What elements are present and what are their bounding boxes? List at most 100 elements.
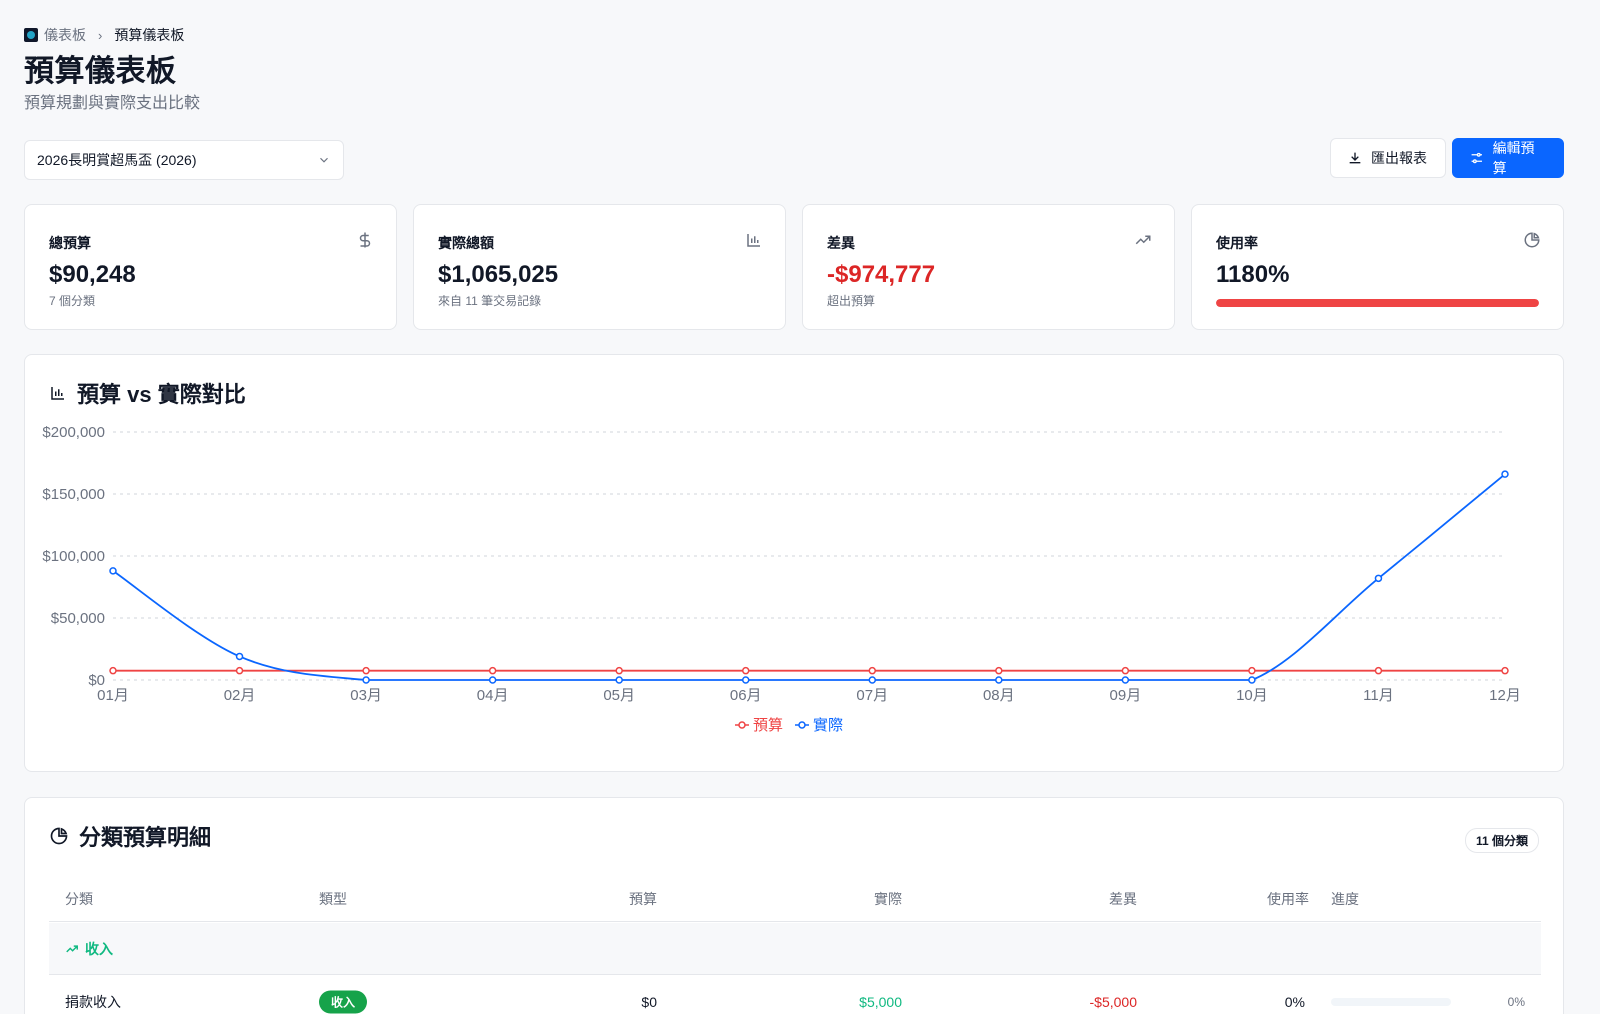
x-tick-label: 09月 xyxy=(1110,687,1142,704)
category-budget-table-card: 分類預算明細 11 個分類 分類 類型 預算 實際 差異 使用率 進度 收入 捐… xyxy=(24,797,1564,1014)
x-tick-label: 11月 xyxy=(1363,687,1394,704)
x-tick-label: 12月 xyxy=(1489,687,1521,704)
header-category[interactable]: 分類 xyxy=(65,890,93,907)
download-icon xyxy=(1349,152,1361,164)
stat-value: $90,248 xyxy=(49,261,136,288)
data-point xyxy=(995,676,1003,684)
type-badge: 收入 xyxy=(319,990,368,1014)
dollar-icon xyxy=(359,232,371,248)
app-logo-icon xyxy=(24,28,38,42)
data-point xyxy=(362,676,370,684)
table-header: 分類 類型 預算 實際 差異 使用率 進度 xyxy=(49,876,1541,922)
group-row-income: 收入 xyxy=(49,923,1541,975)
legend-label: 預算 xyxy=(753,716,783,734)
group-label: 收入 xyxy=(85,940,113,957)
data-point xyxy=(741,666,750,675)
data-point xyxy=(1248,676,1256,684)
x-tick-label: 02月 xyxy=(224,687,256,704)
data-point xyxy=(1121,676,1130,684)
event-select[interactable]: 2026長明賞超馬盃 (2026) xyxy=(24,140,344,180)
data-point xyxy=(1248,666,1256,675)
y-tick-label: $150,000 xyxy=(42,486,105,503)
chevron-down-icon xyxy=(320,157,328,163)
pie-chart-icon xyxy=(1524,232,1540,248)
stat-sub: 超出預算 xyxy=(827,294,876,308)
stat-card-total-budget: 總預算 $90,248 7 個分類 xyxy=(24,204,397,330)
data-point xyxy=(362,666,370,675)
x-tick-label: 01月 xyxy=(97,687,129,704)
edit-budget-button[interactable]: 編輯預算 xyxy=(1452,138,1564,178)
trending-up-icon xyxy=(66,944,78,952)
series-line-actual xyxy=(112,473,1506,681)
header-progress[interactable]: 進度 xyxy=(1331,890,1359,907)
data-point xyxy=(995,666,1003,675)
data-point xyxy=(235,666,244,675)
data-point xyxy=(615,676,623,684)
y-tick-label: $50,000 xyxy=(51,610,105,627)
x-tick-label: 05月 xyxy=(603,687,635,704)
cell-variance: -$5,000 xyxy=(1089,994,1137,1010)
data-point xyxy=(1374,574,1383,583)
cell-budget: $0 xyxy=(641,994,657,1010)
row-progress-bar xyxy=(1331,998,1451,1006)
export-report-label: 匯出報表 xyxy=(1371,150,1427,166)
cell-usage-rate: 0% xyxy=(1284,994,1305,1010)
category-count-badge: 11 個分類 xyxy=(1464,828,1539,853)
row-progress-label: 0% xyxy=(1507,995,1525,1009)
cell-category: 捐款收入 xyxy=(65,994,121,1010)
data-point xyxy=(488,676,497,684)
x-tick-label: 03月 xyxy=(350,687,382,704)
data-point xyxy=(1501,666,1509,675)
data-point xyxy=(1501,470,1509,478)
data-point xyxy=(109,567,117,575)
stat-sub: 來自 11 筆交易記錄 xyxy=(438,294,542,308)
data-point xyxy=(741,676,750,684)
page-title: 預算儀表板 xyxy=(24,55,177,88)
export-report-button[interactable]: 匯出報表 xyxy=(1330,138,1446,178)
legend-label: 實際 xyxy=(813,716,843,734)
stat-value: $1,065,025 xyxy=(438,261,559,288)
breadcrumb-home-link[interactable]: 儀表板 xyxy=(44,27,86,43)
legend-marker xyxy=(738,721,746,729)
x-tick-label: 06月 xyxy=(730,687,762,704)
sliders-icon xyxy=(1471,152,1482,164)
usage-progress-bar xyxy=(1216,299,1539,307)
header-type[interactable]: 類型 xyxy=(319,890,347,907)
data-point xyxy=(868,676,877,684)
stat-value: -$974,777 xyxy=(827,261,936,288)
usage-progress-fill xyxy=(1216,299,1539,307)
header-variance[interactable]: 差異 xyxy=(1109,890,1137,907)
chart-section-title: 預算 vs 實際對比 xyxy=(49,377,246,409)
y-tick-label: $100,000 xyxy=(42,548,105,565)
x-tick-label: 08月 xyxy=(983,687,1015,704)
stat-label: 差異 xyxy=(827,235,855,251)
stat-card-actual-total: 實際總額 $1,065,025 來自 11 筆交易記錄 xyxy=(413,204,786,330)
table-row[interactable]: 捐款收入 收入 $0 $5,000 -$5,000 0% 0% xyxy=(49,976,1541,1014)
page-subtitle: 預算規劃與實際支出比較 xyxy=(24,95,201,112)
chart-title: 預算 vs 實際對比 xyxy=(77,382,246,407)
header-usage-rate[interactable]: 使用率 xyxy=(1267,890,1309,907)
stat-label: 使用率 xyxy=(1216,235,1258,251)
header-budget[interactable]: 預算 xyxy=(629,890,657,907)
stat-card-variance: 差異 -$974,777 超出預算 xyxy=(802,204,1175,330)
stat-card-usage-rate: 使用率 1180% xyxy=(1191,204,1564,330)
data-point xyxy=(109,666,117,675)
data-point xyxy=(235,652,244,661)
data-point xyxy=(1121,666,1130,675)
bar-chart-icon xyxy=(747,234,760,247)
stat-label: 實際總額 xyxy=(438,235,494,251)
event-select-value: 2026長明賞超馬盃 (2026) xyxy=(37,152,197,168)
y-tick-label: $200,000 xyxy=(42,424,105,441)
budget-vs-actual-chart-card: 預算 vs 實際對比 $0 $50,000 $100,000 $150,000 $200… xyxy=(24,354,1564,772)
x-tick-label: 07月 xyxy=(856,687,888,704)
x-tick-label: 10月 xyxy=(1236,687,1268,704)
data-point xyxy=(1374,666,1383,675)
data-point xyxy=(488,666,497,675)
table-section-title: 分類預算明細 xyxy=(49,820,211,852)
header-actual[interactable]: 實際 xyxy=(874,890,902,907)
pie-chart-icon xyxy=(50,827,68,845)
breadcrumb: 儀表板 › 預算儀表板 xyxy=(24,25,184,45)
trending-up-icon xyxy=(1135,235,1151,245)
x-tick-label: 04月 xyxy=(477,687,509,704)
y-tick-label: $0 xyxy=(88,672,105,689)
